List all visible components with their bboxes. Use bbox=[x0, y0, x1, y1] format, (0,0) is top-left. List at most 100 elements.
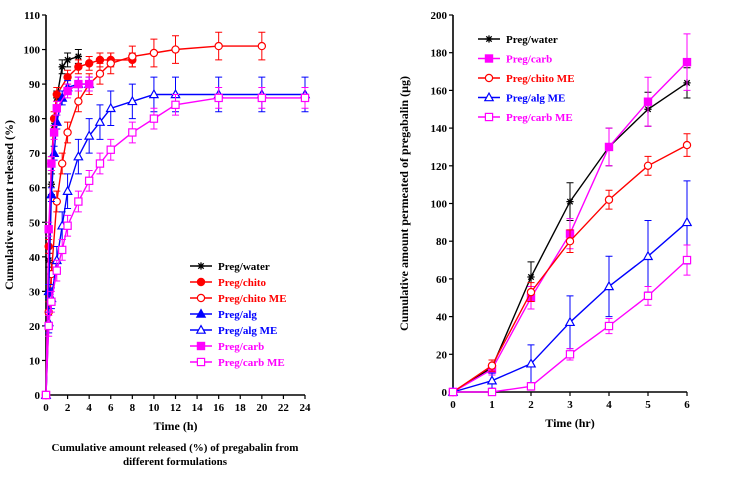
x-tick-label: 4 bbox=[86, 402, 92, 414]
caption-line-2: different formulations bbox=[123, 456, 227, 468]
legend-label: Preg/chito ME bbox=[218, 293, 287, 305]
data-point bbox=[95, 69, 105, 78]
data-point bbox=[57, 245, 67, 255]
data-point bbox=[682, 57, 692, 67]
data-point bbox=[214, 93, 223, 103]
series-preg-carb-me bbox=[448, 244, 692, 397]
data-point bbox=[105, 102, 116, 113]
data-point bbox=[564, 316, 576, 327]
series-preg-carb-me bbox=[41, 87, 310, 400]
data-point bbox=[128, 52, 137, 61]
data-point bbox=[643, 291, 653, 301]
legend-label: Preg/chito ME bbox=[506, 73, 575, 85]
data-point bbox=[94, 116, 106, 126]
x-tick-label: 1 bbox=[489, 399, 495, 411]
y-tick-label: 40 bbox=[29, 252, 41, 264]
data-point bbox=[642, 250, 654, 261]
x-tick-label: 8 bbox=[130, 402, 136, 414]
data-point bbox=[565, 236, 575, 246]
y-tick-label: 50 bbox=[29, 217, 41, 229]
data-point bbox=[526, 382, 536, 391]
data-point bbox=[106, 59, 115, 68]
data-point bbox=[171, 100, 180, 110]
y-tick-label: 200 bbox=[431, 10, 448, 22]
data-point bbox=[682, 255, 692, 265]
data-point bbox=[128, 128, 137, 137]
caption-line-1: Cumulative amount released (%) of pregab… bbox=[51, 442, 299, 454]
y-tick-label: 80 bbox=[29, 114, 41, 126]
x-tick-label: 22 bbox=[278, 402, 290, 414]
legend-marker bbox=[195, 308, 207, 318]
legend-marker bbox=[484, 73, 494, 83]
data-point bbox=[63, 56, 72, 64]
data-point bbox=[58, 63, 66, 71]
x-tick-label: 3 bbox=[567, 399, 573, 411]
data-point bbox=[49, 128, 59, 137]
data-point bbox=[300, 93, 310, 103]
y-tick-label: 90 bbox=[29, 79, 41, 91]
data-point bbox=[171, 45, 180, 54]
legend: Preg/water Preg/carb Preg/chito ME Preg/alg… bbox=[478, 34, 575, 124]
legend-label: Preg/carb ME bbox=[218, 357, 285, 369]
data-point bbox=[74, 62, 83, 72]
x-tick-label: 6 bbox=[108, 402, 114, 414]
x-tick-label: 14 bbox=[192, 402, 204, 414]
data-point bbox=[52, 104, 61, 113]
data-point bbox=[487, 387, 497, 397]
series-preg-alg-me bbox=[447, 180, 693, 396]
legend-label: Preg/water bbox=[218, 261, 270, 273]
x-tick-label: 6 bbox=[684, 399, 690, 411]
data-point bbox=[84, 176, 94, 186]
x-axis-title: Time (h) bbox=[153, 419, 197, 433]
y-tick-label: 30 bbox=[29, 286, 41, 298]
data-point bbox=[63, 221, 72, 230]
y-tick-label: 100 bbox=[431, 199, 448, 211]
data-point bbox=[47, 297, 56, 306]
legend-marker bbox=[196, 341, 206, 351]
y-tick-label: 20 bbox=[436, 349, 448, 361]
x-tick-label: 4 bbox=[606, 399, 612, 411]
legend-marker bbox=[196, 277, 206, 287]
data-point bbox=[486, 375, 498, 385]
series-preg-chito-me bbox=[448, 133, 692, 397]
x-tick-label: 24 bbox=[300, 402, 312, 414]
data-point bbox=[127, 95, 138, 106]
x-tick-label: 12 bbox=[170, 402, 182, 414]
x-tick-label: 18 bbox=[235, 402, 247, 414]
data-point bbox=[74, 79, 83, 89]
x-tick-label: 16 bbox=[213, 402, 225, 414]
data-point bbox=[95, 55, 105, 65]
chart-panel-1: 0 2 4 6 8 10 12 14 16 18 20 22 240102030405060708090… bbox=[2, 10, 311, 433]
data-point bbox=[73, 150, 84, 161]
legend-marker bbox=[197, 262, 205, 270]
y-tick-label: 180 bbox=[431, 48, 448, 60]
y-axis-title: Cumulative amount permeated of pregabali… bbox=[397, 76, 411, 331]
legend-marker bbox=[196, 293, 206, 303]
data-point bbox=[95, 159, 105, 168]
y-tick-label: 0 bbox=[442, 387, 448, 399]
x-tick-label: 10 bbox=[148, 402, 160, 414]
series-preg-alg-me bbox=[40, 76, 311, 399]
data-point bbox=[257, 41, 267, 51]
data-point bbox=[74, 52, 82, 61]
data-point bbox=[44, 224, 53, 234]
data-point bbox=[603, 280, 615, 291]
legend-label: Preg/carb ME bbox=[506, 112, 573, 124]
series-line bbox=[45, 93, 305, 396]
data-point bbox=[604, 195, 614, 204]
x-tick-label: 0 bbox=[450, 399, 456, 411]
y-tick-label: 110 bbox=[24, 10, 40, 22]
data-point bbox=[448, 387, 458, 397]
legend-marker bbox=[196, 357, 206, 367]
y-tick-label: 10 bbox=[29, 355, 41, 367]
data-point bbox=[43, 285, 54, 296]
legend-marker bbox=[485, 35, 493, 43]
data-point bbox=[525, 358, 537, 368]
series-line bbox=[45, 97, 305, 396]
legend-label: Preg/alg bbox=[218, 309, 257, 321]
series-preg-carb bbox=[41, 76, 94, 400]
data-point bbox=[682, 140, 692, 150]
data-point bbox=[214, 41, 223, 51]
